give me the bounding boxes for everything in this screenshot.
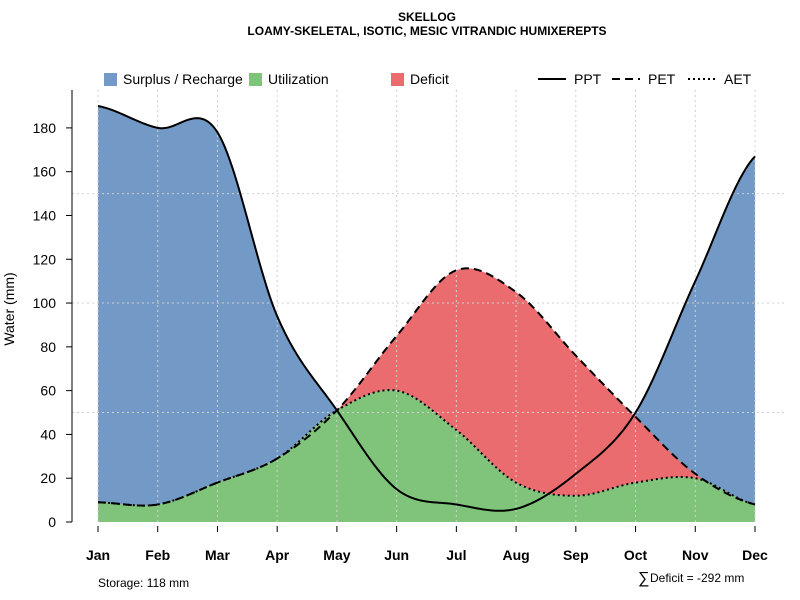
legend-label-ppt: PPT bbox=[574, 71, 602, 87]
y-tick-label-120: 120 bbox=[33, 251, 57, 267]
y-tick-label-160: 160 bbox=[33, 164, 57, 180]
y-tick-label-20: 20 bbox=[40, 470, 56, 486]
x-tick-label-aug: Aug bbox=[502, 547, 529, 563]
legend-label-deficit: Deficit bbox=[410, 71, 449, 87]
legend-swatch-utilization bbox=[249, 73, 262, 86]
pet-line bbox=[97, 267, 756, 507]
deficit-annotation: Deficit = -292 mm bbox=[650, 571, 744, 585]
y-tick-label-0: 0 bbox=[48, 514, 56, 530]
legend-label-pet: PET bbox=[648, 71, 676, 87]
y-axis-label: Water (mm) bbox=[1, 272, 17, 345]
ppt-line bbox=[97, 105, 756, 512]
x-tick-label-may: May bbox=[323, 547, 350, 563]
x-tick-label-feb: Feb bbox=[145, 547, 170, 563]
x-tick-label-jan: Jan bbox=[86, 547, 110, 563]
y-tick-label-80: 80 bbox=[40, 339, 56, 355]
legend-swatch-surplus-recharge bbox=[104, 73, 117, 86]
x-tick-label-jun: Jun bbox=[384, 547, 409, 563]
surplus-area bbox=[98, 106, 755, 506]
legend-swatch-deficit bbox=[391, 73, 404, 86]
x-tick-label-mar: Mar bbox=[205, 547, 230, 563]
x-tick-label-apr: Apr bbox=[265, 547, 290, 563]
x-tick-label-jul: Jul bbox=[446, 547, 466, 563]
x-tick-label-sep: Sep bbox=[563, 547, 589, 563]
storage-annotation: Storage: 118 mm bbox=[98, 576, 189, 590]
legend-label-aet: AET bbox=[724, 71, 752, 87]
x-tick-label-nov: Nov bbox=[682, 547, 709, 563]
deficit-area bbox=[98, 268, 755, 506]
y-tick-label-40: 40 bbox=[40, 426, 56, 442]
chart-title: SKELLOG bbox=[398, 10, 456, 24]
legend-label-surplus-recharge: Surplus / Recharge bbox=[123, 71, 243, 87]
legend: Surplus / Recharge Utilization Deficit PPT P… bbox=[104, 71, 752, 87]
x-tick-label-dec: Dec bbox=[742, 547, 768, 563]
y-tick-label-100: 100 bbox=[33, 295, 57, 311]
sum-symbol: ∑ bbox=[638, 570, 649, 587]
y-tick-label-60: 60 bbox=[40, 383, 56, 399]
legend-label-utilization: Utilization bbox=[268, 71, 329, 87]
x-tick-label-oct: Oct bbox=[624, 547, 648, 563]
utilization-area bbox=[98, 390, 755, 522]
y-tick-label-180: 180 bbox=[33, 120, 57, 136]
y-tick-label-140: 140 bbox=[33, 207, 57, 223]
plot-area: 0 20 40 60 80 100 120 140 160 180 Jan Feb Mar Apr May J… bbox=[33, 90, 785, 563]
chart-subtitle: LOAMY-SKELETAL, ISOTIC, MESIC VITRANDIC … bbox=[247, 24, 606, 38]
